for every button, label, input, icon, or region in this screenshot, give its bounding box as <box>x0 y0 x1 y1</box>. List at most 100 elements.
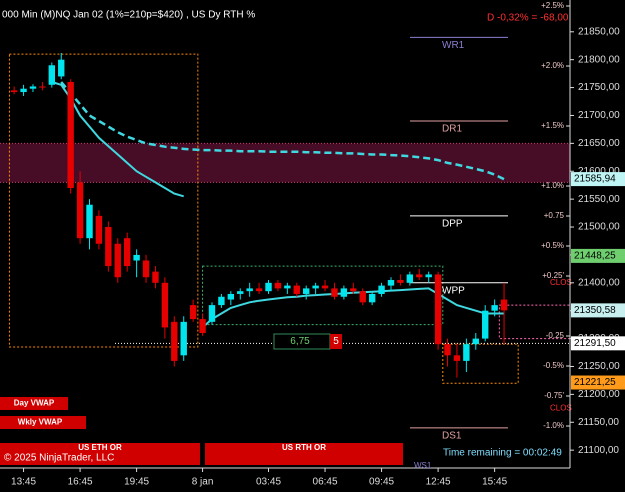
y-tick-label: 21600,00 <box>578 166 620 177</box>
candle-body <box>406 274 414 283</box>
candle-body <box>482 310 489 339</box>
y-tick-label: 21750,00 <box>578 82 620 93</box>
candle-body <box>425 274 432 278</box>
y2-tick-label: -0.5% <box>543 361 564 370</box>
candle-body <box>39 86 46 88</box>
price-marker <box>571 248 625 263</box>
candle-body <box>284 285 291 289</box>
candle-body <box>265 282 272 292</box>
candle-body <box>444 344 451 356</box>
price-marker-label: 21291,50 <box>574 338 616 349</box>
legend-entry[interactable]: Wkly VWAP <box>18 418 63 427</box>
candle-body <box>246 288 253 292</box>
y2-tick-label: +2.5% <box>541 1 564 10</box>
or-label: US RTH OR <box>282 443 326 452</box>
close-label: CLOS <box>550 278 572 287</box>
candle-body <box>227 293 235 300</box>
candle-body <box>20 88 27 93</box>
level-label: WS1 <box>414 461 432 470</box>
y-tick-label: 21800,00 <box>578 54 620 65</box>
legend-button[interactable] <box>0 397 68 410</box>
candle-body <box>293 285 300 294</box>
range-box <box>202 265 444 326</box>
candle-body <box>208 305 216 322</box>
level-label: WR1 <box>442 40 465 51</box>
candle-body <box>76 182 84 239</box>
close-label: CLOS <box>550 403 572 412</box>
price-marker-label: 21585,94 <box>574 174 616 185</box>
candle-body <box>350 288 357 292</box>
y-tick-label: 21400,00 <box>578 277 620 288</box>
x-tick-label: 8 jan <box>192 477 214 488</box>
change-text: D -0,32% = -68,00 <box>487 13 569 24</box>
candle-body <box>434 274 442 345</box>
level-label: DS1 <box>442 430 462 441</box>
candle-body <box>180 321 187 356</box>
range-box <box>442 343 519 384</box>
candle-body <box>189 305 197 320</box>
candle-body <box>161 282 169 328</box>
position-count[interactable]: 5 <box>333 336 339 347</box>
candle-body <box>142 260 150 278</box>
y2-tick-label: -0.25 <box>546 331 565 340</box>
chart-title: 000 Min (M)NQ Jan 02 (1%=210p=$420) , US… <box>2 10 255 21</box>
x-tick-label: 16:45 <box>68 477 93 488</box>
y2-tick-label: +1.0% <box>541 181 564 190</box>
candle-body <box>500 299 508 311</box>
price-marker <box>571 172 625 187</box>
candle-body <box>416 274 423 278</box>
legend-entry[interactable]: Day VWAP <box>14 399 55 408</box>
x-tick-label: 03:45 <box>256 477 281 488</box>
candle-body <box>237 291 244 294</box>
price-marker-label: 21221,25 <box>574 377 616 388</box>
y2-tick-label: +2.0% <box>541 61 564 70</box>
or-bar <box>205 443 403 465</box>
candle-body <box>274 282 282 289</box>
x-tick-label: 13:45 <box>11 477 36 488</box>
x-tick-label: 15:45 <box>482 477 507 488</box>
y2-tick-label: -0.75' <box>544 391 564 400</box>
position-count-box[interactable] <box>330 334 342 349</box>
range-box <box>8 53 199 348</box>
candle-body <box>218 296 225 306</box>
candle-body <box>255 288 263 292</box>
or-label: US ETH OR <box>78 443 122 452</box>
candle-body <box>199 319 206 334</box>
or-bar <box>0 443 200 465</box>
candle-body <box>368 293 376 303</box>
price-marker <box>571 336 625 351</box>
candle-body <box>321 285 329 289</box>
candle-body <box>463 344 470 361</box>
candle-body <box>114 243 121 278</box>
candle-body <box>133 254 140 261</box>
vwap-line <box>60 81 505 181</box>
zone-band <box>0 143 570 183</box>
x-tick-label: 09:45 <box>369 477 394 488</box>
time-remaining: Time remaining = 00:02:49 <box>443 448 562 459</box>
price-marker <box>571 303 625 318</box>
price-marker-label: 21350,58 <box>574 305 616 316</box>
y2-tick-label: +0.5% <box>541 241 564 250</box>
legend-button[interactable] <box>0 416 86 429</box>
candle-body <box>105 227 112 267</box>
candle-body <box>453 355 461 361</box>
y-tick-label: 21850,00 <box>578 26 620 37</box>
y-tick-label: 21650,00 <box>578 138 620 149</box>
candle-body <box>123 238 131 267</box>
candle-body <box>397 280 404 283</box>
candle-body <box>48 65 56 85</box>
y-tick-label: 21150,00 <box>578 417 619 428</box>
position-quantity[interactable]: 6,75 <box>290 336 310 347</box>
y-tick-label: 21250,00 <box>578 361 620 372</box>
x-tick-label: 19:45 <box>124 477 149 488</box>
candle-body <box>67 81 74 188</box>
x-tick-label: 12:45 <box>426 477 451 488</box>
candle-body <box>331 288 338 297</box>
copyright: © 2025 NinjaTrader, LLC <box>4 453 114 464</box>
candle-body <box>378 285 385 294</box>
candle-body <box>29 86 37 89</box>
level-label: DPP <box>442 219 463 230</box>
level-label: DR1 <box>442 124 462 135</box>
